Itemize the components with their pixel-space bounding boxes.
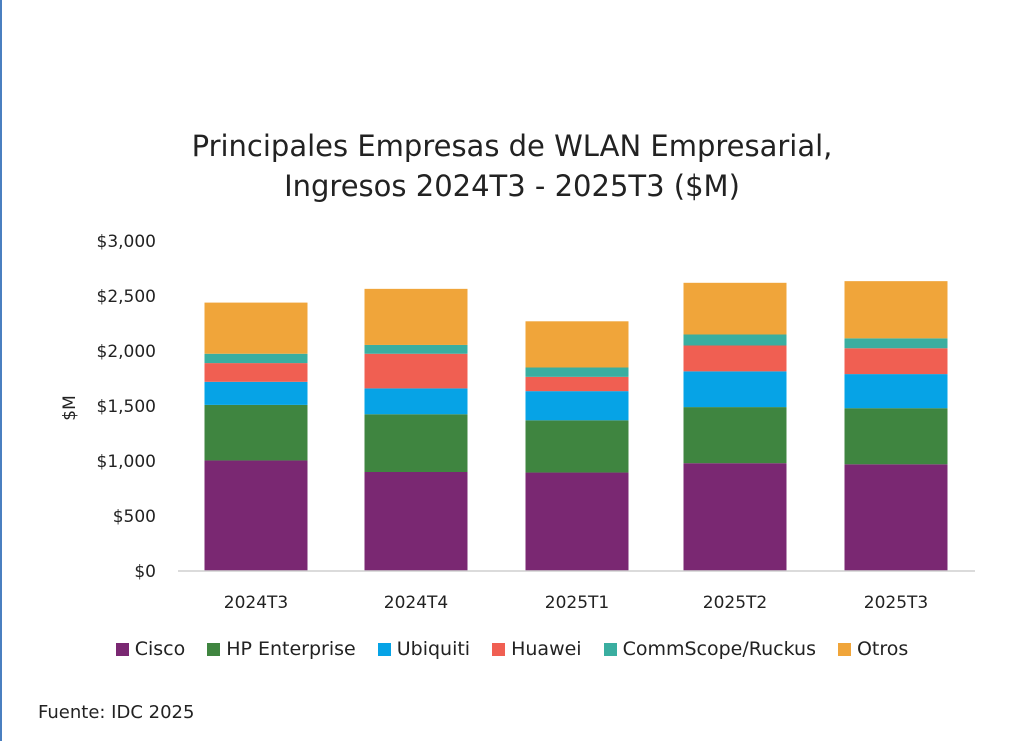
y-tick-label: $500	[113, 507, 156, 527]
legend-swatch	[207, 642, 221, 656]
legend-swatch	[492, 642, 506, 656]
y-tick-label: $0	[134, 562, 156, 582]
bar-segment-ubiquiti-2025T3	[844, 374, 948, 409]
legend-label: Otros	[856, 638, 909, 660]
bar-segment-otros-2025T3	[844, 281, 948, 339]
legend-label: Cisco	[134, 638, 186, 660]
legend-label: CommScope/Ruckus	[622, 638, 816, 660]
legend-swatch	[115, 642, 129, 656]
bar-segment-ubiquiti-2024T4	[364, 388, 468, 415]
bar-segment-ubiquiti-2024T3	[204, 381, 308, 405]
legend: Cisco HP Enterprise Ubiquiti Huawei CommScop…	[0, 638, 1024, 660]
y-tick-label: $1,000	[97, 452, 156, 472]
bar-segment-hp-enterprise-2025T3	[844, 408, 948, 465]
chart-title-line-2: Ingresos 2024T3 - 2025T3 ($M)	[284, 169, 740, 203]
legend-swatch	[837, 642, 851, 656]
legend-item: Cisco	[115, 638, 186, 660]
legend-item: HP Enterprise	[207, 638, 356, 660]
bar-segment-commscope-ruckus-2024T4	[364, 344, 468, 354]
bar-segment-hp-enterprise-2025T2	[683, 407, 787, 464]
x-tick-label: 2025T3	[864, 593, 928, 613]
y-tick-label: $3,000	[97, 232, 156, 252]
bar-segment-commscope-ruckus-2024T3	[204, 353, 308, 364]
bar-segment-otros-2025T1	[525, 321, 629, 368]
legend-label: HP Enterprise	[226, 638, 356, 660]
bar-segment-hp-enterprise-2024T3	[204, 404, 308, 461]
bar-segment-cisco-2024T4	[364, 472, 468, 571]
chart-title: Principales Empresas de WLAN Empresarial…	[0, 126, 1024, 206]
bar-segment-cisco-2025T2	[683, 463, 787, 571]
y-tick-label: $1,500	[97, 397, 156, 417]
left-border	[0, 0, 2, 741]
bar-segment-ubiquiti-2025T2	[683, 371, 787, 408]
bar-segment-huawei-2024T3	[204, 363, 308, 382]
y-axis-label: $M	[60, 395, 80, 420]
x-tick-label: 2025T1	[545, 593, 609, 613]
bar-segment-cisco-2025T1	[525, 472, 629, 571]
legend-item: Ubiquiti	[377, 638, 471, 660]
x-tick-label: 2024T3	[224, 593, 288, 613]
bar-segment-ubiquiti-2025T1	[525, 391, 629, 421]
bar-segment-huawei-2024T4	[364, 353, 468, 389]
bar-segment-otros-2025T2	[683, 282, 787, 335]
source-note: Fuente: IDC 2025	[38, 702, 195, 723]
bar-segment-commscope-ruckus-2025T2	[683, 334, 787, 346]
bar-segment-hp-enterprise-2024T4	[364, 414, 468, 472]
x-tick-label: 2024T4	[384, 593, 448, 613]
legend-item: Huawei	[492, 638, 582, 660]
bar-segment-huawei-2025T3	[844, 348, 948, 375]
bar-segment-otros-2024T4	[364, 288, 468, 345]
bar-segment-commscope-ruckus-2025T3	[844, 338, 948, 349]
bar-segment-hp-enterprise-2025T1	[525, 420, 629, 473]
bar-segment-huawei-2025T2	[683, 345, 787, 372]
legend-swatch	[377, 642, 391, 656]
bar-segment-cisco-2024T3	[204, 460, 308, 571]
bar-segment-huawei-2025T1	[525, 376, 629, 392]
legend-label: Huawei	[511, 638, 582, 660]
bar-segment-commscope-ruckus-2025T1	[525, 367, 629, 377]
legend-item: CommScope/Ruckus	[603, 638, 816, 660]
bar-segment-cisco-2025T3	[844, 464, 948, 571]
chart-title-line-1: Principales Empresas de WLAN Empresarial…	[191, 129, 833, 163]
x-tick-label: 2025T2	[703, 593, 767, 613]
legend-label: Ubiquiti	[396, 638, 471, 660]
legend-swatch	[603, 642, 617, 656]
bar-segment-otros-2024T3	[204, 302, 308, 354]
y-tick-label: $2,000	[97, 342, 156, 362]
legend-item: Otros	[837, 638, 909, 660]
y-tick-label: $2,500	[97, 287, 156, 307]
